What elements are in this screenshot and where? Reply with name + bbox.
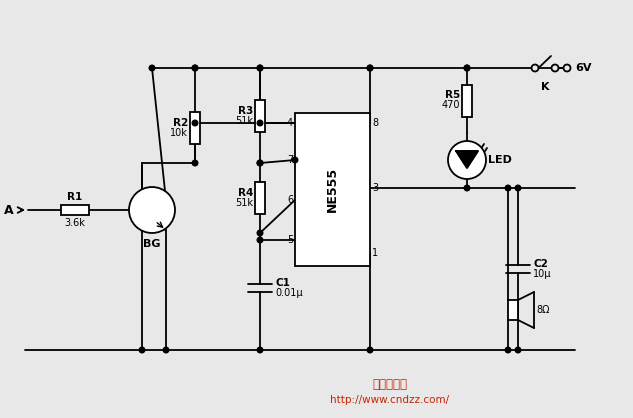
Circle shape [448, 141, 486, 179]
Circle shape [257, 160, 263, 166]
Circle shape [292, 157, 298, 163]
Text: 51k: 51k [235, 115, 253, 125]
Circle shape [257, 65, 263, 71]
Bar [255, 99, 265, 132]
Text: LED: LED [488, 155, 512, 165]
Circle shape [551, 64, 558, 71]
Text: C2: C2 [533, 259, 548, 269]
Text: 8Ω: 8Ω [536, 305, 549, 315]
Circle shape [367, 65, 373, 71]
Circle shape [257, 347, 263, 353]
Circle shape [257, 160, 263, 166]
Bar [61, 205, 89, 215]
Bar [508, 300, 518, 320]
Text: K: K [541, 82, 549, 92]
Circle shape [192, 160, 197, 166]
Bar [295, 113, 370, 266]
Circle shape [532, 64, 539, 71]
Circle shape [163, 347, 169, 353]
Circle shape [367, 347, 373, 353]
Circle shape [563, 64, 570, 71]
Text: 8: 8 [372, 118, 378, 128]
Polygon shape [456, 151, 478, 168]
Text: NE555: NE555 [326, 167, 339, 212]
Circle shape [257, 65, 263, 71]
Circle shape [464, 185, 470, 191]
Text: C1: C1 [275, 278, 290, 288]
Circle shape [367, 65, 373, 71]
Text: BG: BG [143, 239, 161, 249]
Circle shape [464, 65, 470, 71]
Circle shape [192, 65, 197, 71]
Circle shape [129, 187, 175, 233]
Text: R4: R4 [237, 188, 253, 198]
Text: 7: 7 [287, 155, 293, 165]
Text: 5: 5 [287, 235, 293, 245]
Circle shape [505, 185, 511, 191]
Text: 1: 1 [372, 248, 378, 258]
Text: 0.01μ: 0.01μ [275, 288, 303, 298]
Text: 3.6k: 3.6k [65, 218, 85, 228]
Text: 电子电路网: 电子电路网 [372, 379, 408, 392]
Bar [190, 112, 200, 144]
Circle shape [515, 347, 521, 353]
Bar [255, 182, 265, 214]
Text: R2: R2 [173, 118, 188, 128]
Circle shape [257, 120, 263, 126]
Circle shape [257, 230, 263, 236]
Circle shape [149, 65, 155, 71]
Text: http://www.cndzz.com/: http://www.cndzz.com/ [330, 395, 449, 405]
Text: 3: 3 [372, 183, 378, 193]
Circle shape [515, 185, 521, 191]
Text: R1: R1 [67, 192, 83, 202]
Circle shape [139, 347, 145, 353]
Circle shape [192, 120, 197, 126]
Circle shape [464, 65, 470, 71]
Text: 470: 470 [441, 100, 460, 110]
Text: R5: R5 [445, 91, 460, 100]
Text: 10μ: 10μ [533, 269, 551, 279]
Circle shape [257, 237, 263, 243]
Text: 51k: 51k [235, 198, 253, 208]
Text: A: A [4, 204, 14, 217]
Circle shape [505, 347, 511, 353]
Text: R3: R3 [238, 105, 253, 115]
Text: 4: 4 [287, 118, 293, 128]
Text: 6V: 6V [575, 63, 591, 73]
Circle shape [192, 65, 197, 71]
Text: 6: 6 [287, 195, 293, 205]
Text: 10k: 10k [170, 128, 188, 138]
Bar [462, 84, 472, 117]
